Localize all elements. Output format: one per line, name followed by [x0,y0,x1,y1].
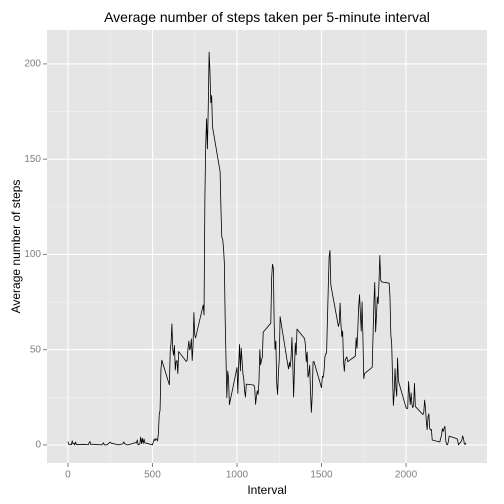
y-tick-label: 150 [24,154,41,165]
y-tick-label: 0 [35,440,41,451]
x-tick-label: 500 [144,470,161,481]
x-axis-title: Interval [247,483,286,497]
line [67,51,467,446]
x-tick-label: 1000 [226,470,249,481]
x-tick-label: 0 [65,470,71,481]
plot-panel [47,30,487,463]
x-tick-label: 2000 [395,470,418,481]
y-axis-title: Average number of steps [9,180,23,314]
y-tick-label: 50 [30,344,42,355]
x-tick-label: 1500 [310,470,333,481]
y-tick-label: 200 [24,59,41,70]
chart-title: Average number of steps taken per 5-minu… [104,9,430,25]
y-tick-label: 100 [24,249,41,260]
